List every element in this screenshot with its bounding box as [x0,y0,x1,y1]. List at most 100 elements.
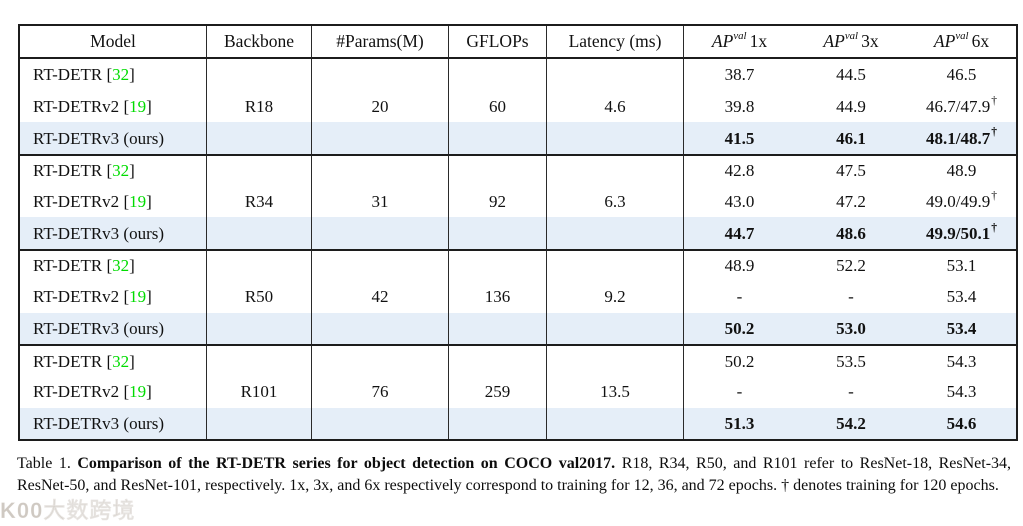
cell-params: 76 [312,375,449,408]
ap-label: AP [711,30,734,51]
cell-ap: 53.4 [907,312,1016,345]
cell-backbone [207,312,312,345]
cell-backbone [207,154,312,186]
citation-number: 19 [129,97,147,117]
cell-params [312,217,449,250]
dagger-icon: † [991,125,997,139]
column-header: GFLOPs [449,26,547,59]
cell-backbone: R50 [207,280,312,313]
cell-backbone [207,122,312,155]
caption-body: R18, R34, R50, and R101 refer to ResNet-… [17,455,1012,495]
cell-params [312,122,449,155]
cell-model: RT-DETRv2 [19] [20,185,207,218]
cell-params [312,59,449,91]
cell-ap: 46.5 [946,65,977,85]
cell-ap: 48.6 [795,217,907,250]
cell-backbone: R101 [207,375,312,408]
column-header: Latency (ms) [547,26,684,59]
dagger-icon: † [991,189,997,203]
cell-latency: 13.5 [547,375,684,408]
cell-params [312,312,449,345]
table-caption: Table 1. Comparison of the RT-DETR serie… [17,453,1011,497]
cell-model: RT-DETRv3 (ours) [20,122,207,155]
cell-backbone: R34 [207,185,312,218]
results-table: Model Backbone #Params(M) GFLOPs Latency (ms… [18,24,1018,442]
citation-number: 19 [129,287,147,307]
cell-latency [547,407,684,440]
cell-latency [547,122,684,155]
cell-params [312,154,449,186]
column-header-ap: AP val 6x [907,26,1016,59]
cell-ap: 41.5 [684,122,795,155]
cell-ap: 43.0 [724,192,755,212]
cell-ap: 47.2 [836,192,866,212]
cell-model: RT-DETRv2 [19] [20,375,207,408]
cell-ap: 53.4 [946,287,977,307]
cell-params: 20 [312,90,449,123]
citation-number: 32 [112,351,130,371]
cell-params [312,249,449,281]
cell-ap: 38.7 [724,65,755,85]
cell-backbone [207,249,312,281]
cell-latency [547,154,684,186]
cell-ap: 53.0 [795,312,907,345]
cell-backbone [207,217,312,250]
cell-latency [547,217,684,250]
caption-bold-title: Comparison of the RT-DETR series for obj… [77,455,616,472]
cell-model: RT-DETR [32] [20,154,207,186]
cell-gflops [449,154,547,186]
cell-ap: 54.3 [946,382,977,402]
cell-gflops [449,312,547,345]
cell-latency [547,312,684,345]
cell-gflops: 259 [449,375,547,408]
cell-ap: 46.1 [795,122,907,155]
cell-backbone: R18 [207,90,312,123]
cell-model: RT-DETRv3 (ours) [20,312,207,345]
cell-model: RT-DETRv3 (ours) [20,217,207,250]
cell-backbone [207,59,312,91]
column-header: Model [20,26,207,59]
ap-label: AP [933,30,956,51]
cell-ap: 50.2 [684,344,795,376]
cell-latency [547,249,684,281]
cell-ap: 54.2 [795,407,907,440]
results-table-grid: Model Backbone #Params(M) GFLOPs Latency (ms… [18,24,1018,442]
citation-number: 19 [129,192,147,212]
cell-ap: 48.9 [684,249,795,281]
cell-model: RT-DETRv3 (ours) [20,407,207,440]
cell-model: RT-DETRv2 [19] [20,90,207,123]
cell-gflops [449,217,547,250]
column-header-ap: AP val 3x [795,26,907,59]
citation-number: 19 [129,382,147,402]
cell-ap: - [736,287,743,307]
cell-ap: 49.0/49.9 † [925,189,997,212]
cell-gflops: 60 [449,90,547,123]
cell-gflops [449,122,547,155]
cell-latency: 6.3 [547,185,684,218]
cell-backbone [207,344,312,376]
ap-superscript: val [844,30,859,43]
cell-ap: 54.6 [907,407,1016,440]
cell-ap: 52.2 [795,249,907,281]
ap-superscript: val [733,30,747,43]
cell-ap: 44.5 [836,65,866,85]
cell-params [312,407,449,440]
cell-ap: 51.3 [684,407,795,440]
cell-ap: - [736,382,743,402]
cell-ap: 48.9 [907,154,1016,186]
dagger-icon: † [991,93,997,107]
cell-gflops [449,407,547,440]
cell-gflops [449,344,547,376]
cell-params [312,344,449,376]
caption-label: Table 1. [17,455,71,472]
cell-latency: 4.6 [547,90,684,123]
ap-superscript: val [955,30,969,43]
cell-gflops: 92 [449,185,547,218]
column-header: #Params(M) [312,26,449,59]
dagger-icon: † [991,220,997,234]
watermark: K00大数跨境 [0,498,136,524]
ap-label: AP [823,30,845,51]
cell-ap: 54.3 [907,344,1016,376]
column-header-ap: AP val 1x [684,26,795,59]
cell-model: RT-DETR [32] [20,344,207,376]
